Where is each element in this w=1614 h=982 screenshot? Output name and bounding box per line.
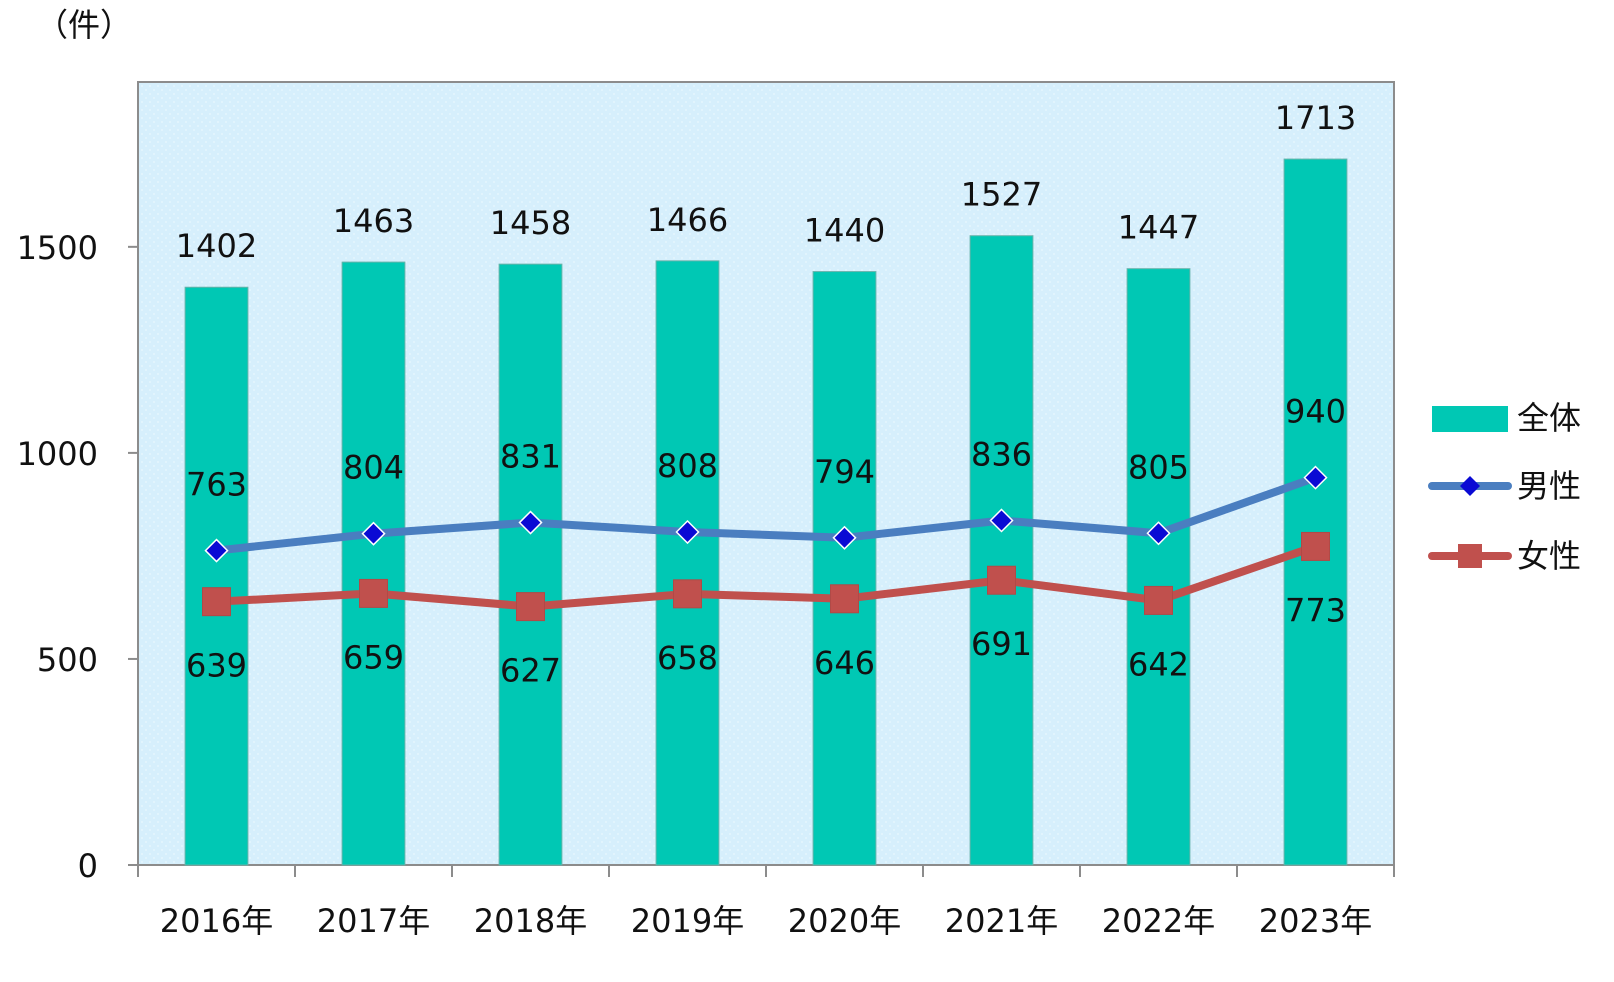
data-label-female: 627 bbox=[500, 652, 561, 690]
data-label-female: 642 bbox=[1128, 645, 1189, 683]
y-tick-label: 500 bbox=[37, 641, 98, 679]
x-tick-label: 2019年 bbox=[631, 902, 744, 940]
point-female bbox=[516, 592, 545, 622]
x-axis: 2016年 2017年 2018年 2019年 2020年 2021年 2022年 2023年 bbox=[137, 864, 1395, 940]
data-label-male: 763 bbox=[186, 466, 247, 504]
bar bbox=[655, 260, 720, 866]
data-label-male: 836 bbox=[971, 435, 1032, 473]
y-axis: 0 500 1000 1500 bbox=[17, 82, 139, 885]
point-female bbox=[987, 565, 1016, 595]
data-label-male: 940 bbox=[1285, 393, 1346, 431]
x-tick-label: 2021年 bbox=[945, 902, 1058, 940]
data-labels: 1402 1463 1458 1466 1440 1527 1447 1713 763 804 83… bbox=[176, 99, 1356, 690]
point-female bbox=[673, 579, 702, 609]
x-tick-label: 2022年 bbox=[1102, 902, 1215, 940]
x-tick-label: 2020年 bbox=[788, 902, 901, 940]
line-female bbox=[212, 542, 1320, 611]
point-male bbox=[989, 508, 1014, 533]
point-female bbox=[359, 578, 388, 608]
x-tick-label: 2016年 bbox=[160, 902, 273, 940]
legend-label-total: 全体 bbox=[1517, 399, 1581, 437]
legend-label-female: 女性 bbox=[1517, 537, 1581, 575]
legend-label-male: 男性 bbox=[1517, 467, 1581, 505]
data-label-total: 1447 bbox=[1118, 209, 1199, 247]
data-label-total: 1466 bbox=[647, 201, 728, 239]
data-label-male: 804 bbox=[343, 449, 404, 487]
data-label-female: 646 bbox=[814, 644, 875, 682]
plot-area bbox=[137, 81, 1395, 866]
point-male bbox=[832, 525, 857, 550]
point-female bbox=[202, 587, 231, 617]
legend-marker-female bbox=[1458, 544, 1482, 568]
data-label-female: 773 bbox=[1285, 591, 1346, 629]
data-label-total: 1463 bbox=[333, 202, 414, 240]
data-label-male: 808 bbox=[657, 447, 718, 485]
x-tick-label: 2017年 bbox=[317, 902, 430, 940]
bar-series-total bbox=[184, 158, 1348, 866]
data-label-female: 639 bbox=[186, 647, 247, 685]
data-label-total: 1527 bbox=[961, 176, 1042, 214]
data-label-female: 691 bbox=[971, 625, 1032, 663]
point-female bbox=[830, 584, 859, 614]
data-label-male: 805 bbox=[1128, 448, 1189, 486]
bar bbox=[1283, 158, 1348, 866]
point-male bbox=[361, 521, 386, 546]
point-female bbox=[1301, 531, 1330, 561]
data-label-male: 794 bbox=[814, 453, 875, 491]
y-tick-label: 1500 bbox=[17, 229, 98, 267]
bar bbox=[969, 235, 1034, 866]
data-label-total: 1458 bbox=[490, 204, 571, 242]
point-male bbox=[1303, 465, 1328, 490]
data-label-total: 1713 bbox=[1275, 99, 1356, 137]
data-label-male: 831 bbox=[500, 438, 561, 476]
bar bbox=[812, 271, 877, 866]
legend-swatch-total bbox=[1432, 406, 1508, 432]
data-label-total: 1440 bbox=[804, 212, 885, 250]
x-tick-label: 2023年 bbox=[1259, 902, 1372, 940]
y-tick-label: 0 bbox=[78, 847, 98, 885]
point-female bbox=[1144, 585, 1173, 615]
data-label-total: 1402 bbox=[176, 227, 257, 265]
line-series bbox=[202, 465, 1330, 622]
y-tick-label: 1000 bbox=[17, 435, 98, 473]
x-tick-label: 2018年 bbox=[474, 902, 587, 940]
legend-marker-male bbox=[1460, 476, 1480, 496]
point-male bbox=[518, 510, 543, 535]
bar bbox=[184, 286, 249, 866]
bar bbox=[1126, 268, 1191, 866]
bar bbox=[341, 261, 406, 866]
point-male bbox=[675, 519, 700, 545]
line-male bbox=[212, 473, 1320, 555]
data-label-female: 659 bbox=[343, 638, 404, 676]
bar bbox=[498, 263, 563, 866]
point-male bbox=[1146, 521, 1171, 546]
y-axis-unit-label: （件） bbox=[36, 6, 132, 44]
point-male bbox=[204, 538, 229, 563]
data-label-female: 658 bbox=[657, 639, 718, 677]
